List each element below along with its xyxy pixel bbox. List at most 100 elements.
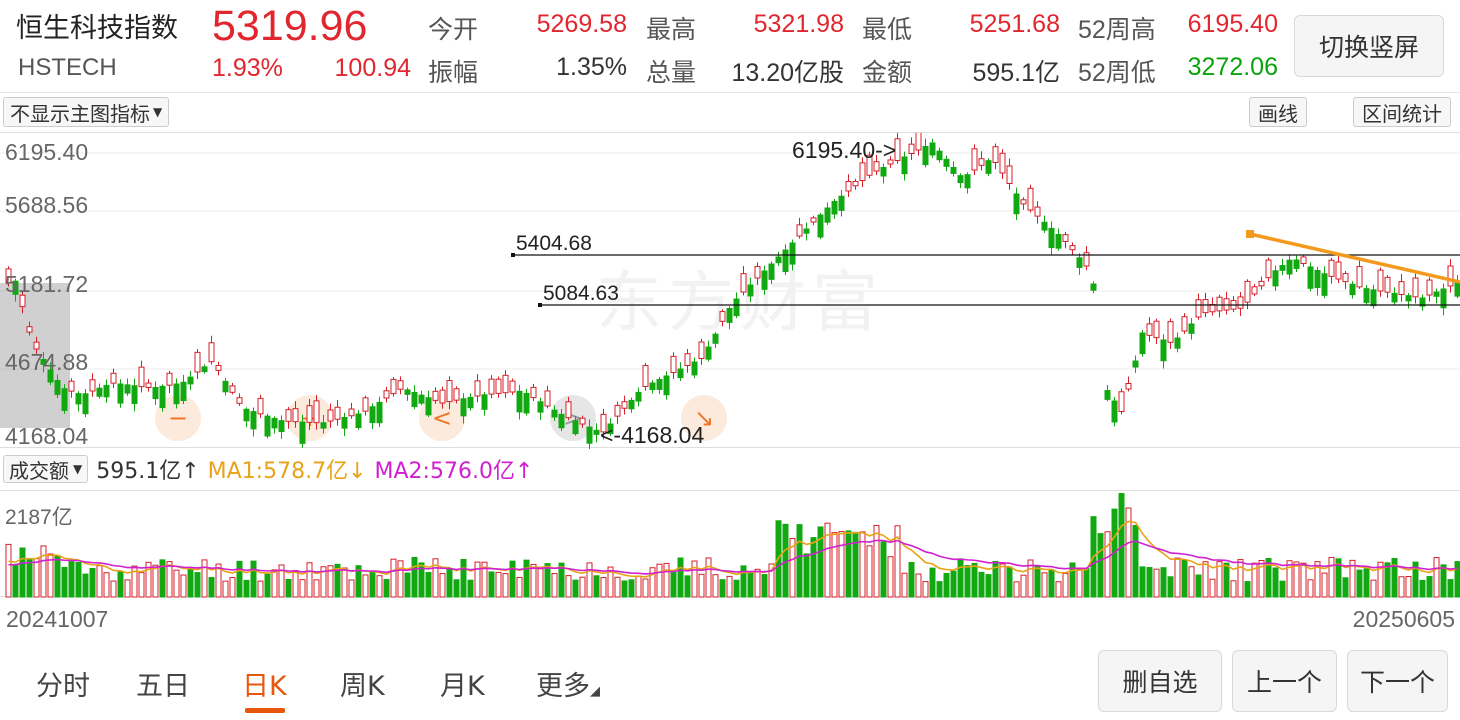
volume-ma1: MA1:578.7亿↓ [207, 459, 367, 484]
volume-bar [1265, 558, 1272, 598]
volume-bar [1041, 572, 1048, 598]
high-value: 5321.98 [753, 10, 844, 38]
tab-five-day[interactable]: 五日 [136, 671, 190, 702]
main-indicator-dropdown[interactable]: 不显示主图指标 ▼ [3, 97, 170, 127]
candle-body [1398, 281, 1405, 295]
volume-bar [712, 574, 719, 598]
candle-body [194, 351, 201, 373]
volume-bar [334, 563, 341, 598]
volume-bar [376, 575, 383, 598]
volume-bar [61, 566, 68, 598]
volume-bar [1363, 568, 1370, 598]
volume-bar [593, 575, 600, 598]
week52-high-label: 52周高 [1078, 16, 1156, 44]
candle-body [1027, 187, 1034, 211]
volume-bar [894, 525, 901, 598]
candle-body [1153, 320, 1160, 339]
draw-line-button[interactable]: 画线 [1249, 97, 1307, 127]
volume-bar [82, 573, 89, 598]
volume-bar [1055, 581, 1062, 598]
volume-bar [1398, 576, 1405, 598]
tab-more[interactable]: 更多◢ [536, 664, 600, 703]
volume-indicator-bar: 成交额 ▼ 595.1亿↑ MA1:578.7亿↓ MA2:576.0亿↑ [3, 454, 533, 484]
candle-body [495, 378, 502, 394]
volume-bar [397, 560, 404, 598]
candle-body [19, 294, 26, 308]
volume-bar [208, 577, 215, 598]
open-label: 今开 [428, 16, 479, 44]
range-stats-button[interactable]: 区间统计 [1353, 97, 1451, 127]
y-label-2: 5688.56 [5, 192, 89, 218]
week52-low-value: 3272.06 [1187, 53, 1278, 81]
volume-bar [1153, 568, 1160, 598]
candle-body [1111, 400, 1118, 423]
volume-bar [565, 575, 572, 598]
candle-body [642, 365, 649, 388]
candle-body [103, 384, 110, 398]
volume-chart[interactable]: 2187亿 [0, 490, 1460, 598]
candle-body [1104, 390, 1111, 400]
candle-body [586, 426, 593, 444]
next-button[interactable]: 下一个 [1347, 650, 1448, 712]
volume-bar [831, 532, 838, 598]
remove-watchlist-button[interactable]: 删自选 [1098, 650, 1222, 712]
caret-down-icon: ▼ [73, 462, 83, 476]
candle-body [271, 417, 278, 429]
volume-bar [516, 576, 523, 598]
amount-value: 595.1亿 [972, 59, 1060, 87]
tab-daily-k[interactable]: 日K [242, 671, 287, 702]
candle-body [1293, 259, 1300, 269]
last-price: 5319.96 [212, 2, 368, 50]
candle-body [117, 383, 124, 404]
volume-bar [1433, 557, 1440, 598]
candle-body [1314, 270, 1321, 289]
volume-bar [383, 578, 390, 598]
previous-button[interactable]: 上一个 [1232, 650, 1337, 712]
candlestick-chart[interactable]: 东方财富 −+<>↘5404.685084.636195.40-><-4168.… [0, 132, 1460, 449]
volume-bar [1251, 562, 1258, 598]
switch-portrait-button[interactable]: 切换竖屏 [1294, 15, 1444, 77]
low-marker: <-4168.04 [600, 422, 704, 448]
line-anchor [538, 303, 542, 307]
main-indicator-label: 不显示主图指标 [10, 101, 150, 126]
volume-bar [1342, 577, 1349, 598]
volume-bar [1216, 561, 1223, 598]
volume-bar [1132, 524, 1139, 598]
tab-monthly-k[interactable]: 月K [440, 671, 485, 702]
candle-body [1244, 280, 1251, 303]
candle-body [740, 273, 747, 293]
candle-body [964, 174, 971, 189]
volume-bar [1272, 567, 1279, 598]
candle-body [1174, 337, 1181, 349]
candle-body [544, 390, 551, 407]
volume-bar [1314, 561, 1321, 598]
candle-body [705, 346, 712, 360]
y-label-5: 4168.04 [5, 423, 89, 449]
candle-body [201, 366, 208, 373]
volume-bar [1244, 581, 1251, 598]
candle-body [131, 385, 138, 405]
volume-bar [1391, 558, 1398, 598]
candle-body [1300, 256, 1307, 264]
candle-body [656, 379, 663, 390]
index-code: HSTECH [18, 54, 117, 81]
candle-body [663, 375, 670, 396]
candle-body [285, 409, 292, 422]
volume-bar [1328, 556, 1335, 598]
volume-bar [5, 543, 12, 598]
volume-bar [1321, 572, 1328, 598]
candle-body [1370, 289, 1377, 307]
volume-bar [47, 553, 54, 598]
candle-body [1020, 199, 1027, 205]
volume-bar [768, 563, 775, 598]
volume-bar [621, 580, 628, 598]
volume-bar [250, 560, 257, 598]
volume-indicator-dropdown[interactable]: 成交额 ▼ [3, 455, 89, 483]
volume-bar [1440, 564, 1447, 598]
volume-bar [1279, 580, 1286, 598]
volume-bar [411, 556, 418, 598]
tab-weekly-k[interactable]: 周K [340, 671, 385, 702]
tab-intraday[interactable]: 分时 [36, 671, 90, 702]
volume-bar [964, 565, 971, 598]
candle-body [1069, 245, 1076, 251]
